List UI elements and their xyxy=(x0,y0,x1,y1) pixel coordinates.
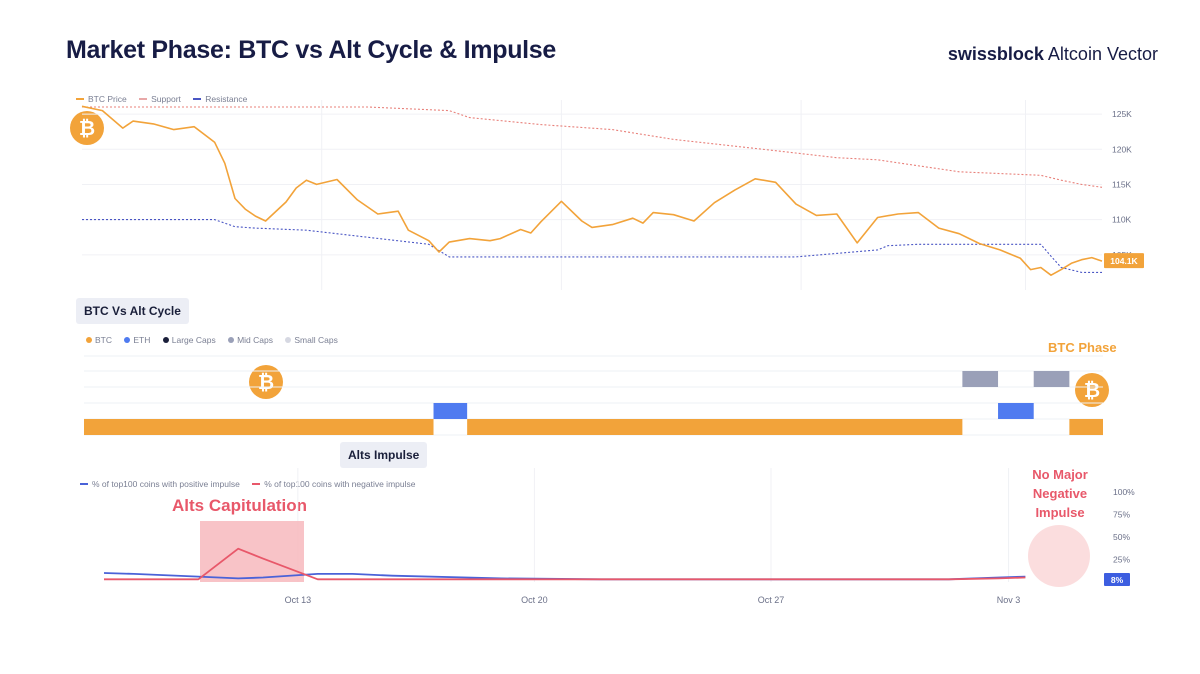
impulse-x-tick-label: Oct 13 xyxy=(285,595,312,605)
no-major-negative-impulse-label: No Major Negative Impulse xyxy=(1032,467,1088,520)
current-price-badge xyxy=(1104,253,1144,269)
price-legend: BTC Price Support Resistance xyxy=(76,92,257,104)
cycle-segment-btc xyxy=(84,419,434,435)
impulse-y-tick-label: 100% xyxy=(1113,487,1135,497)
btc-price-line xyxy=(81,105,1103,276)
legend-swatch xyxy=(193,98,202,100)
legend-dot xyxy=(162,337,169,343)
legend-label: Resistance xyxy=(205,94,248,104)
legend-swatch xyxy=(139,98,148,100)
legend-label: Support xyxy=(151,94,181,104)
negative-impulse-line xyxy=(104,547,1026,581)
capitulation-highlight xyxy=(200,521,304,582)
legend-positive-impulse: % of top100 coins with positive impulse xyxy=(80,479,240,489)
impulse-x-tick-label: Nov 3 xyxy=(997,595,1021,605)
legend-negative-impulse: % of top100 coins with negative impulse xyxy=(252,479,415,489)
legend-label: Large Caps xyxy=(171,335,216,345)
impulse-x-tick-label: Oct 27 xyxy=(758,595,785,605)
current-impulse-label: 8% xyxy=(1111,575,1124,585)
cycle-section-label: BTC Vs Alt Cycle xyxy=(76,298,189,324)
price-y-tick-label: 115K xyxy=(1112,179,1132,189)
alts-capitulation-label: Alts Capitulation xyxy=(172,496,308,515)
legend-label: Small Caps xyxy=(294,335,338,345)
impulse-x-tick-label: Oct 20 xyxy=(521,595,548,605)
legend-swatch xyxy=(76,98,84,100)
bitcoin-icon: ₿ xyxy=(70,111,104,145)
legend-dot xyxy=(228,337,235,343)
price-y-tick-label: 120K xyxy=(1112,144,1132,154)
legend-small-caps: Small Caps xyxy=(285,335,338,345)
legend-eth: ETH xyxy=(124,335,150,345)
impulse-legend: % of top100 coins with positive impulse … xyxy=(80,477,425,489)
bitcoin-icon: ₿ xyxy=(1075,373,1109,407)
legend-label: Mid Caps xyxy=(237,335,273,345)
brand-name: swissblock xyxy=(947,44,1044,64)
legend-swatch xyxy=(252,483,261,485)
impulse-y-tick-label: 25% xyxy=(1113,555,1130,565)
current-price-label: 104.1K xyxy=(1110,256,1138,266)
legend-dot xyxy=(86,337,92,343)
legend-large-caps: Large Caps xyxy=(162,335,216,345)
price-y-tick-label: 125K xyxy=(1112,109,1132,119)
legend-dot xyxy=(285,337,292,343)
btc-phase-label: BTC Phase xyxy=(1048,340,1117,355)
legend-resistance: Resistance xyxy=(193,94,247,104)
legend-support: Support xyxy=(139,94,181,104)
cycle-segment-btc xyxy=(1069,419,1103,435)
legend-dot xyxy=(124,337,131,343)
cycle-segment-eth xyxy=(998,403,1034,419)
cycle-segment-btc xyxy=(467,419,963,435)
impulse-y-tick-label: 50% xyxy=(1113,532,1130,542)
cycle-segment-mid-caps xyxy=(1033,371,1070,387)
brand-product: Altcoin Vector xyxy=(1043,44,1158,64)
cycle-legend: BTC ETH Large Caps Mid Caps Small Caps xyxy=(86,335,348,345)
resistance-line xyxy=(82,106,1103,188)
legend-label: % of top100 coins with positive impulse xyxy=(92,479,240,489)
brand-logo: swissblock Altcoin Vector xyxy=(948,44,1158,65)
legend-label: % of top100 coins with negative impulse xyxy=(264,479,416,489)
legend-mid-caps: Mid Caps xyxy=(228,335,273,345)
price-y-tick-label: 110K xyxy=(1112,215,1132,225)
support-line xyxy=(82,219,1102,273)
legend-btc: BTC xyxy=(86,335,112,345)
no-negative-impulse-highlight xyxy=(1028,525,1090,587)
legend-label: BTC Price xyxy=(88,94,127,104)
cycle-segment-eth xyxy=(433,403,468,419)
page-title: Market Phase: BTC vs Alt Cycle & Impulse xyxy=(66,36,557,64)
current-impulse-badge xyxy=(1104,573,1130,586)
impulse-section-label: Alts Impulse xyxy=(340,442,428,468)
legend-btc-price: BTC Price xyxy=(76,94,127,104)
impulse-y-tick-label: 75% xyxy=(1113,510,1130,520)
legend-label: ETH xyxy=(133,335,151,345)
cycle-segment-mid-caps xyxy=(962,371,999,387)
legend-swatch xyxy=(80,483,88,485)
legend-label: BTC xyxy=(95,335,112,345)
